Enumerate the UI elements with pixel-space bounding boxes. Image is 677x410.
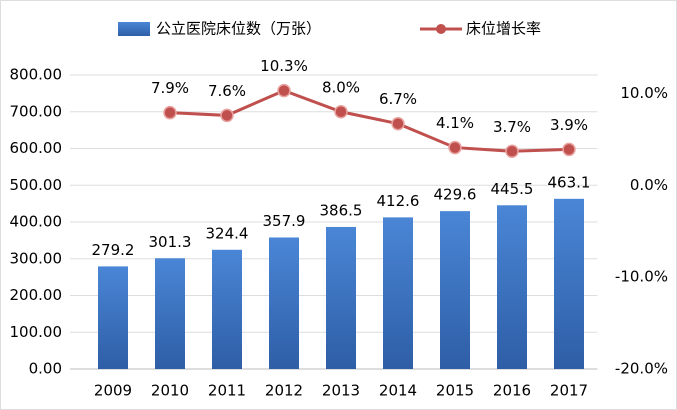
x-tick-label: 2017 (550, 382, 588, 400)
bar-value-label: 412.6 (377, 192, 420, 210)
y-tick-label: 300.00 (10, 249, 63, 267)
y-tick-label: 0.00 (29, 360, 62, 378)
bar (326, 226, 356, 369)
legend-label: 床位增长率 (466, 20, 541, 38)
bar (98, 266, 128, 369)
line-marker (448, 140, 462, 155)
bar (212, 249, 242, 369)
bar-value-label: 301.3 (149, 233, 192, 251)
bar (383, 217, 413, 369)
line (169, 89, 570, 153)
bar-value-label: 445.5 (491, 180, 534, 198)
legend-swatch (118, 22, 150, 36)
x-tick-label: 2015 (436, 382, 474, 400)
line-marker (220, 108, 234, 123)
bar-value-label: 386.5 (320, 201, 363, 219)
legend-label: 公立医院床位数（万张） (156, 20, 321, 38)
line-marker (277, 83, 291, 98)
bar (497, 205, 527, 369)
bar (155, 258, 185, 369)
line-marker (334, 105, 348, 119)
y2-tick-label: 0.0% (630, 176, 668, 194)
bar (269, 237, 299, 369)
y2-tick-label: 10.0% (620, 84, 668, 102)
y-tick-label: 600.00 (10, 139, 63, 157)
bar (554, 198, 584, 369)
line-value-label: 4.1% (436, 114, 474, 132)
y-tick-label: 100.00 (10, 323, 63, 341)
line-marker (562, 142, 576, 157)
bar-value-label: 324.4 (206, 224, 249, 242)
bar-value-label: 463.1 (548, 173, 591, 191)
bar-value-label: 279.2 (92, 241, 135, 259)
line-marker (163, 105, 177, 120)
y-tick-label: 200.00 (10, 286, 63, 304)
line-value-label: 6.7% (379, 90, 417, 108)
x-tick-label: 2009 (94, 382, 132, 400)
y-tick-label: 800.00 (10, 66, 63, 84)
line-value-label: 7.6% (208, 82, 246, 100)
x-tick-label: 2010 (151, 382, 189, 400)
line-marker (505, 144, 519, 159)
line-value-label: 8.0% (322, 78, 360, 96)
bar-value-label: 429.6 (434, 186, 477, 204)
y-tick-label: 400.00 (10, 213, 63, 231)
line-value-label: 3.9% (550, 116, 588, 134)
line-marker (391, 116, 405, 131)
y2-tick-label: -20.0% (615, 360, 668, 378)
line-value-label: 3.7% (493, 118, 531, 136)
x-tick-label: 2013 (322, 382, 360, 400)
line-value-label: 7.9% (151, 79, 189, 97)
x-tick-label: 2012 (265, 382, 303, 400)
bar (440, 211, 470, 369)
y2-tick-label: -10.0% (615, 268, 668, 286)
x-tick-label: 2011 (208, 382, 246, 400)
bar-value-label: 357.9 (263, 212, 306, 230)
line-value-label: 10.3% (260, 57, 308, 75)
legend-marker (436, 24, 446, 34)
x-tick-label: 2016 (493, 382, 531, 400)
x-tick-label: 2014 (379, 382, 417, 400)
y-tick-label: 700.00 (10, 102, 63, 120)
y-tick-label: 500.00 (10, 176, 63, 194)
